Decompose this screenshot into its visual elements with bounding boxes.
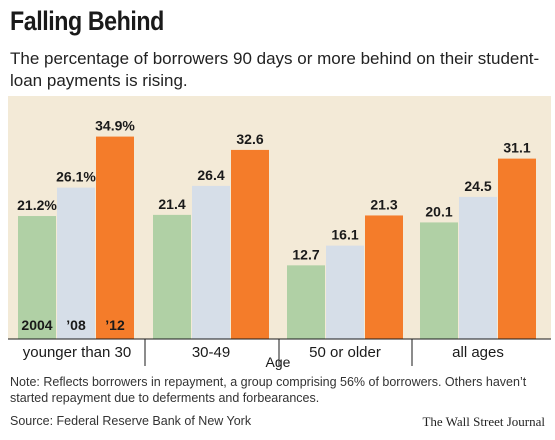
category-label: 50 or older: [309, 344, 381, 361]
data-label: 26.4: [197, 167, 224, 183]
bar: [231, 149, 269, 339]
data-label: 20.1: [425, 203, 452, 219]
legend-label: ’08: [66, 317, 86, 333]
data-label: 24.5: [464, 178, 491, 194]
chart-title: Falling Behind: [10, 6, 164, 36]
bar: [57, 187, 95, 339]
bar: [192, 185, 230, 339]
x-axis: younger than 30 30-49 50 or older all ages A…: [23, 339, 504, 370]
legend-label: 2004: [21, 317, 52, 333]
bar: [459, 196, 497, 339]
bar: [287, 265, 325, 339]
category-label: all ages: [452, 344, 504, 361]
data-label: 34.9%: [95, 118, 135, 134]
x-axis-title: Age: [266, 354, 291, 370]
data-label: 16.1: [331, 227, 358, 243]
bar: [153, 214, 191, 339]
bar: [498, 158, 536, 339]
source-line: Source: Federal Reserve Bank of New York: [10, 414, 252, 428]
data-label: 21.4: [158, 196, 185, 212]
bar: [365, 215, 403, 339]
category-label: younger than 30: [23, 344, 131, 361]
data-label: 32.6: [236, 131, 263, 147]
data-label: 21.3: [370, 196, 397, 212]
bar: [326, 245, 364, 339]
chart-subtitle: The percentage of borrowers 90 days or m…: [10, 49, 540, 90]
data-label: 12.7: [292, 246, 319, 262]
data-label: 31.1: [503, 140, 530, 156]
data-label: 21.2%: [17, 197, 57, 213]
data-label: 26.1%: [56, 169, 96, 185]
bar: [96, 136, 134, 339]
footnote: Note: Reflects borrowers in repayment, a…: [10, 375, 527, 405]
bar: [420, 222, 458, 339]
legend-label: ’12: [105, 317, 125, 333]
publisher-credit: The Wall Street Journal: [422, 414, 545, 429]
bar: [18, 216, 56, 339]
category-label: 30-49: [192, 344, 230, 361]
bar-layer: 21.2% 2004 26.1% ’08 34.9% ’12 21.4 26.4 32.6 12.…: [17, 118, 536, 339]
